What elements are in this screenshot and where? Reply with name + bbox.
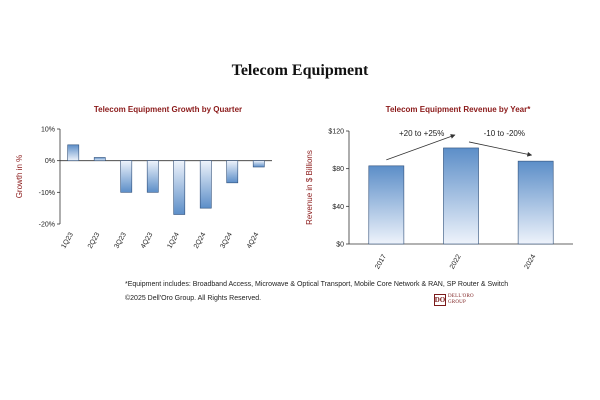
- annotation-arrow: [386, 134, 456, 161]
- x-tick-label: 2024: [524, 253, 538, 270]
- annotation-label: +20 to +25%: [399, 129, 444, 138]
- logo-line1: DELL'ORO: [448, 294, 474, 299]
- bar-1Q24: [173, 160, 186, 215]
- annotation-arrow: [468, 141, 533, 157]
- bar-3Q23: [120, 160, 133, 193]
- y-tick-label: $0: [336, 242, 344, 249]
- bar-2017: [368, 165, 405, 245]
- x-tick-label: 1Q24: [166, 231, 181, 249]
- x-tick-label: 3Q24: [219, 231, 234, 249]
- bar-2Q24: [199, 160, 212, 209]
- dell-oro-logo: DO DELL'ORO GROUP: [434, 292, 474, 308]
- logo-line2: GROUP: [448, 300, 466, 305]
- revenue-by-year-chart: Telecom Equipment Revenue by Year* Revenu…: [305, 105, 573, 270]
- x-tick-label: 3Q23: [113, 231, 128, 249]
- annotation-label: -10 to -20%: [484, 129, 525, 138]
- y-tick-label: 10%: [41, 127, 55, 134]
- bar-4Q24: [252, 160, 265, 168]
- logo-text: DELL'ORO GROUP: [448, 294, 474, 306]
- y-tick-label: -10%: [39, 190, 55, 197]
- x-tick-label: 4Q23: [140, 231, 155, 249]
- growth-by-quarter-chart: Telecom Equipment Growth by Quarter Growt…: [15, 105, 272, 250]
- x-tick-label: 1Q23: [60, 231, 75, 249]
- y-tick-label: $120: [328, 129, 344, 136]
- footnote: *Equipment includes: Broadband Access, M…: [125, 281, 509, 288]
- chart-title: Telecom Equipment Growth by Quarter: [94, 105, 242, 114]
- chart-title: Telecom Equipment Revenue by Year*: [386, 105, 532, 114]
- x-tick-label: 2Q24: [193, 231, 208, 249]
- bar-1Q23: [67, 144, 80, 161]
- x-tick-label: 2017: [374, 253, 388, 270]
- bar-4Q23: [146, 160, 159, 193]
- logo-mark: DO: [434, 294, 446, 306]
- y-tick-label: $80: [332, 166, 344, 173]
- bar-3Q24: [226, 160, 239, 184]
- x-tick-label: 2Q23: [87, 231, 102, 249]
- bar-2024: [517, 160, 554, 245]
- x-tick-label: 2022: [449, 253, 463, 270]
- y-axis-label: Growth in %: [15, 155, 24, 199]
- x-tick-label: 4Q24: [246, 231, 261, 249]
- copyright: ©2025 Dell'Oro Group. All Rights Reserve…: [125, 295, 262, 302]
- bar-2022: [443, 147, 479, 245]
- y-tick-label: -20%: [39, 222, 55, 229]
- y-axis-label: Revenue in $ Billions: [305, 150, 314, 225]
- y-tick-label: 0%: [45, 158, 55, 165]
- bar-2Q23: [93, 157, 106, 161]
- page-title: Telecom Equipment: [231, 62, 369, 79]
- y-tick-label: $40: [332, 204, 344, 211]
